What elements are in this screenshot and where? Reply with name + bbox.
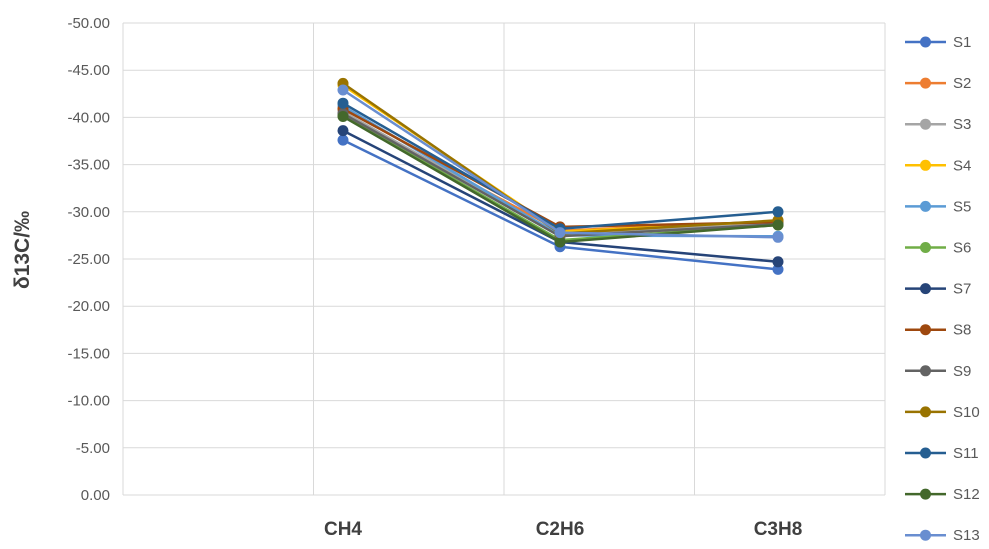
data-point [772,263,784,275]
axis-layer: -50.00 -45.00 -40.00 -35.00 -30.00 -25.00 -20.… [67,15,885,540]
series-line [342,84,779,233]
legend-label: S1 [953,34,971,51]
legend-swatch-marker [920,283,931,295]
y-tick-label: -5.00 [76,440,110,457]
legend-label: S8 [953,322,971,339]
legend-label: S6 [953,240,971,257]
legend-item: S3 [905,116,971,133]
legend-swatch-marker [920,77,931,89]
legend-label: S4 [953,157,971,174]
series-s11 [337,97,784,235]
series-layer [337,77,784,275]
y-tick-label: -25.00 [67,251,110,268]
legend-swatch-marker [920,529,931,541]
series-s13 [337,84,784,243]
legend-item: S11 [905,445,979,462]
legend-item: S12 [905,486,980,503]
series-s10 [337,77,784,239]
legend-label: S13 [953,527,980,544]
legend-item: S2 [905,75,971,92]
data-point [772,231,784,243]
y-tick-label: -45.00 [67,62,110,79]
series-line [342,107,779,229]
series-s1 [337,134,784,275]
legend-item: S4 [905,157,971,174]
legend-item: S10 [905,404,980,421]
legend-swatch-marker [920,447,931,459]
series-line [342,82,779,235]
legend-label: S5 [953,198,971,215]
data-point [772,219,784,231]
legend-label: S12 [953,486,980,503]
y-tick-label: 0.00 [81,487,110,504]
legend-swatch-marker [920,118,931,130]
data-point [337,125,349,137]
legend-item: S7 [905,281,971,298]
legend-label: S10 [953,404,980,421]
series-s4 [337,79,784,238]
data-point [554,227,566,239]
legend-label: S9 [953,363,971,380]
legend-item: S6 [905,240,971,257]
data-point [337,111,349,122]
legend-item: S5 [905,198,971,215]
y-tick-label: -15.00 [67,345,110,362]
data-point [554,236,566,248]
legend-label: S2 [953,75,971,92]
y-tick-label: -30.00 [67,204,110,221]
x-tick-label: C3H8 [754,519,803,540]
series-s12 [337,111,784,248]
data-point [337,134,349,146]
x-tick-label: C2H6 [536,519,585,540]
legend-label: S3 [953,116,971,133]
y-tick-label: -40.00 [67,109,110,126]
y-tick-label: -50.00 [67,15,110,32]
legend-swatch-marker [920,406,931,418]
series-line [342,102,779,231]
legend-label: S7 [953,281,971,298]
legend-swatch-marker [920,159,931,171]
series-s8 [337,103,784,233]
data-point [772,256,784,268]
legend: S1 S2 S3 S4 S5 S6 S7 S8 S9 S10 S11 S12 S13 [905,34,980,544]
y-tick-label: -10.00 [67,393,110,410]
y-tick-label: -35.00 [67,157,110,174]
x-tick-label: CH4 [324,519,362,540]
y-tick-label: -20.00 [67,298,110,315]
legend-item: S8 [905,322,971,339]
legend-item: S13 [905,527,980,544]
y-axis-title: δ13C/‰ [11,211,34,289]
legend-swatch-marker [920,488,931,500]
legend-swatch-marker [920,242,931,253]
data-point [337,84,349,96]
legend-swatch-marker [920,200,931,212]
data-point [772,206,784,218]
legend-swatch-marker [920,365,931,377]
grid-layer [122,22,886,495]
legend-swatch-marker [920,36,931,48]
legend-item: S1 [905,34,971,51]
legend-item: S9 [905,363,971,380]
data-point [337,97,349,109]
legend-swatch-marker [920,324,931,336]
legend-label: S11 [953,445,979,462]
